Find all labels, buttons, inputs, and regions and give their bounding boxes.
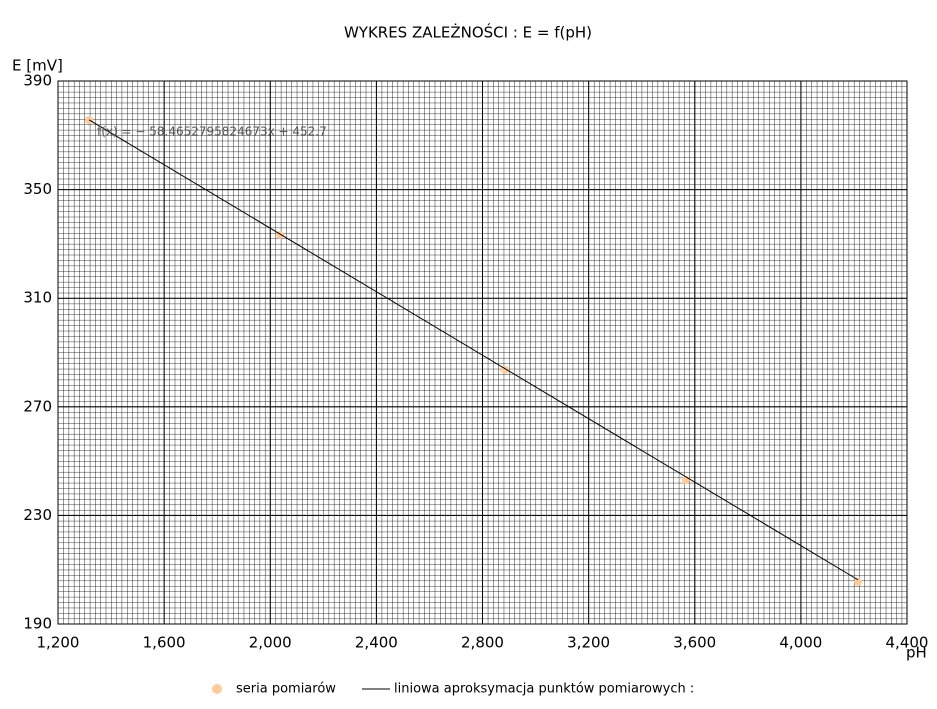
x-tick-label: 2,400 <box>355 634 398 652</box>
x-tick-label: 4,400 <box>886 634 929 652</box>
y-tick-label: 270 <box>23 397 52 415</box>
x-tick-label: 3,200 <box>567 634 610 652</box>
point <box>853 577 862 586</box>
x-tick-label: 4,000 <box>779 634 822 652</box>
y-tick-label: 390 <box>23 72 52 90</box>
x-tick-label: 2,000 <box>249 634 292 652</box>
legend-label: liniowa aproksymacja punktów pomiarowych… <box>394 682 694 697</box>
y-tick-label: 350 <box>23 180 52 198</box>
plot-frame <box>57 80 908 625</box>
x-tick-label: 2,800 <box>461 634 504 652</box>
y-tick-label: 230 <box>23 506 52 524</box>
x-tick-label: 1,600 <box>143 634 186 652</box>
x-axis-title: pH <box>906 644 927 662</box>
y-tick-label: 190 <box>23 615 52 633</box>
trend-line <box>88 119 859 581</box>
chart-title: WYKRES ZALEŻNOŚCI : E = f(pH) <box>344 23 592 42</box>
x-tick-label: 3,600 <box>673 634 716 652</box>
x-tick-label: 1,200 <box>37 634 80 652</box>
legend-marker <box>212 684 222 694</box>
y-tick-label: 310 <box>23 289 52 307</box>
annotation: f(x) = − 58.4652795824673x + 452.7 <box>97 124 327 138</box>
legend-label: seria pomiarów <box>236 682 336 697</box>
y-axis-title: E [mV] <box>12 57 63 75</box>
